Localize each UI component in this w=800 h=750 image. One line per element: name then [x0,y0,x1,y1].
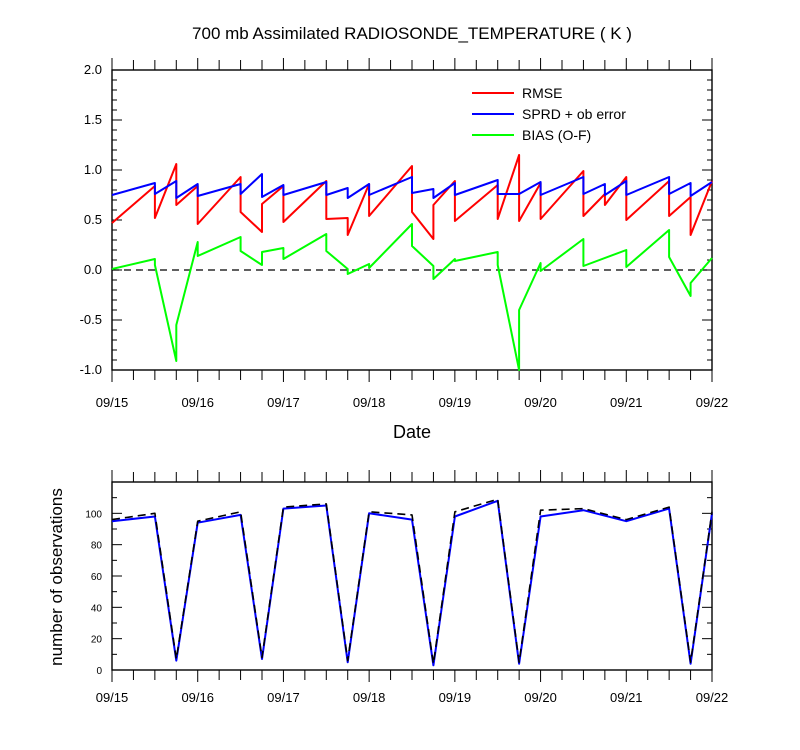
x-tick-label: 09/21 [610,690,643,705]
x-tick-label: 09/19 [439,690,472,705]
x-tick-label: 09/22 [696,690,729,705]
x-tick-label: 09/16 [181,395,214,410]
y-tick-label: 100 [85,509,102,520]
y-tick-label: 2.0 [84,62,102,77]
series-line-used [111,499,713,667]
y-tick-label: 1.5 [84,112,102,127]
legend-label: BIAS (O-F) [522,127,591,143]
x-axis-label: Date [393,422,431,442]
x-tick-label: 09/20 [524,395,557,410]
y-tick-label: 80 [91,541,103,552]
x-tick-label: 09/20 [524,690,557,705]
x-tick-label: 09/21 [610,395,643,410]
top-plot: -1.0 -0.5 0.0 0.5 1.0 1.5 2.0 09/15 09/16 09/17 09… [80,58,729,410]
bottom-plot: 0 20 40 60 80 100 09/15 09/16 09/17 09/18 09/19 09/… [85,470,728,705]
series-line-sprd-ob-error [111,173,713,199]
y-tick-label: 0.5 [84,212,102,227]
y-tick-label: -1.0 [80,362,102,377]
legend-label: SPRD + ob error [522,106,626,122]
y-tick-label: -0.5 [80,312,102,327]
y-tick-label: 40 [91,603,103,614]
plot-frame [111,481,713,671]
legend: RMSE SPRD + ob error BIAS (O-F) [472,85,626,143]
y-tick-label: 1.0 [84,162,102,177]
x-tick-label: 09/16 [181,690,214,705]
x-tick-label: 09/18 [353,395,386,410]
x-tick-label: 09/15 [96,395,129,410]
x-tick-label: 09/17 [267,690,300,705]
y-tick-label: 20 [91,635,103,646]
x-tick-label: 09/18 [353,690,386,705]
y-tick-label: 0.0 [84,262,102,277]
x-tick-label: 09/15 [96,690,129,705]
y-axis-label: number of observations [47,488,66,666]
series-line-rmse [111,154,713,240]
chart-title: 700 mb Assimilated RADIOSONDE_TEMPERATUR… [192,24,632,43]
y-tick-label: 60 [91,572,103,583]
series-line-bias-o-f [111,223,713,371]
x-tick-label: 09/22 [696,395,729,410]
legend-label: RMSE [522,85,562,101]
x-tick-label: 09/19 [439,395,472,410]
series-line-possible [111,498,713,665]
x-tick-label: 09/17 [267,395,300,410]
y-tick-label: 0 [96,666,102,677]
